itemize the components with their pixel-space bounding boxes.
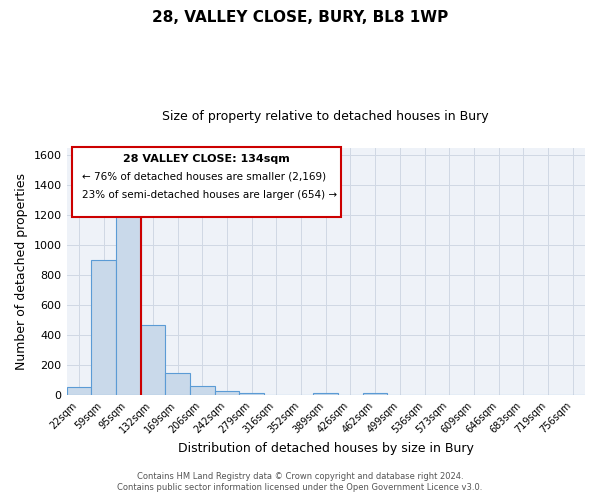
Bar xyxy=(313,393,338,396)
Bar xyxy=(116,216,140,396)
Bar xyxy=(215,391,239,396)
Text: Contains HM Land Registry data © Crown copyright and database right 2024.: Contains HM Land Registry data © Crown c… xyxy=(137,472,463,481)
Bar xyxy=(239,393,264,396)
Y-axis label: Number of detached properties: Number of detached properties xyxy=(15,173,28,370)
X-axis label: Distribution of detached houses by size in Bury: Distribution of detached houses by size … xyxy=(178,442,474,455)
Bar xyxy=(165,373,190,396)
FancyBboxPatch shape xyxy=(72,146,341,217)
Text: Contains public sector information licensed under the Open Government Licence v3: Contains public sector information licen… xyxy=(118,484,482,492)
Bar xyxy=(363,393,388,396)
Bar xyxy=(91,260,116,396)
Text: ← 76% of detached houses are smaller (2,169): ← 76% of detached houses are smaller (2,… xyxy=(82,172,326,181)
Bar xyxy=(67,387,91,396)
Bar xyxy=(140,325,165,396)
Text: 23% of semi-detached houses are larger (654) →: 23% of semi-detached houses are larger (… xyxy=(82,190,337,200)
Title: Size of property relative to detached houses in Bury: Size of property relative to detached ho… xyxy=(163,110,489,123)
Text: 28, VALLEY CLOSE, BURY, BL8 1WP: 28, VALLEY CLOSE, BURY, BL8 1WP xyxy=(152,10,448,25)
Bar xyxy=(190,386,215,396)
Text: 28 VALLEY CLOSE: 134sqm: 28 VALLEY CLOSE: 134sqm xyxy=(123,154,290,164)
